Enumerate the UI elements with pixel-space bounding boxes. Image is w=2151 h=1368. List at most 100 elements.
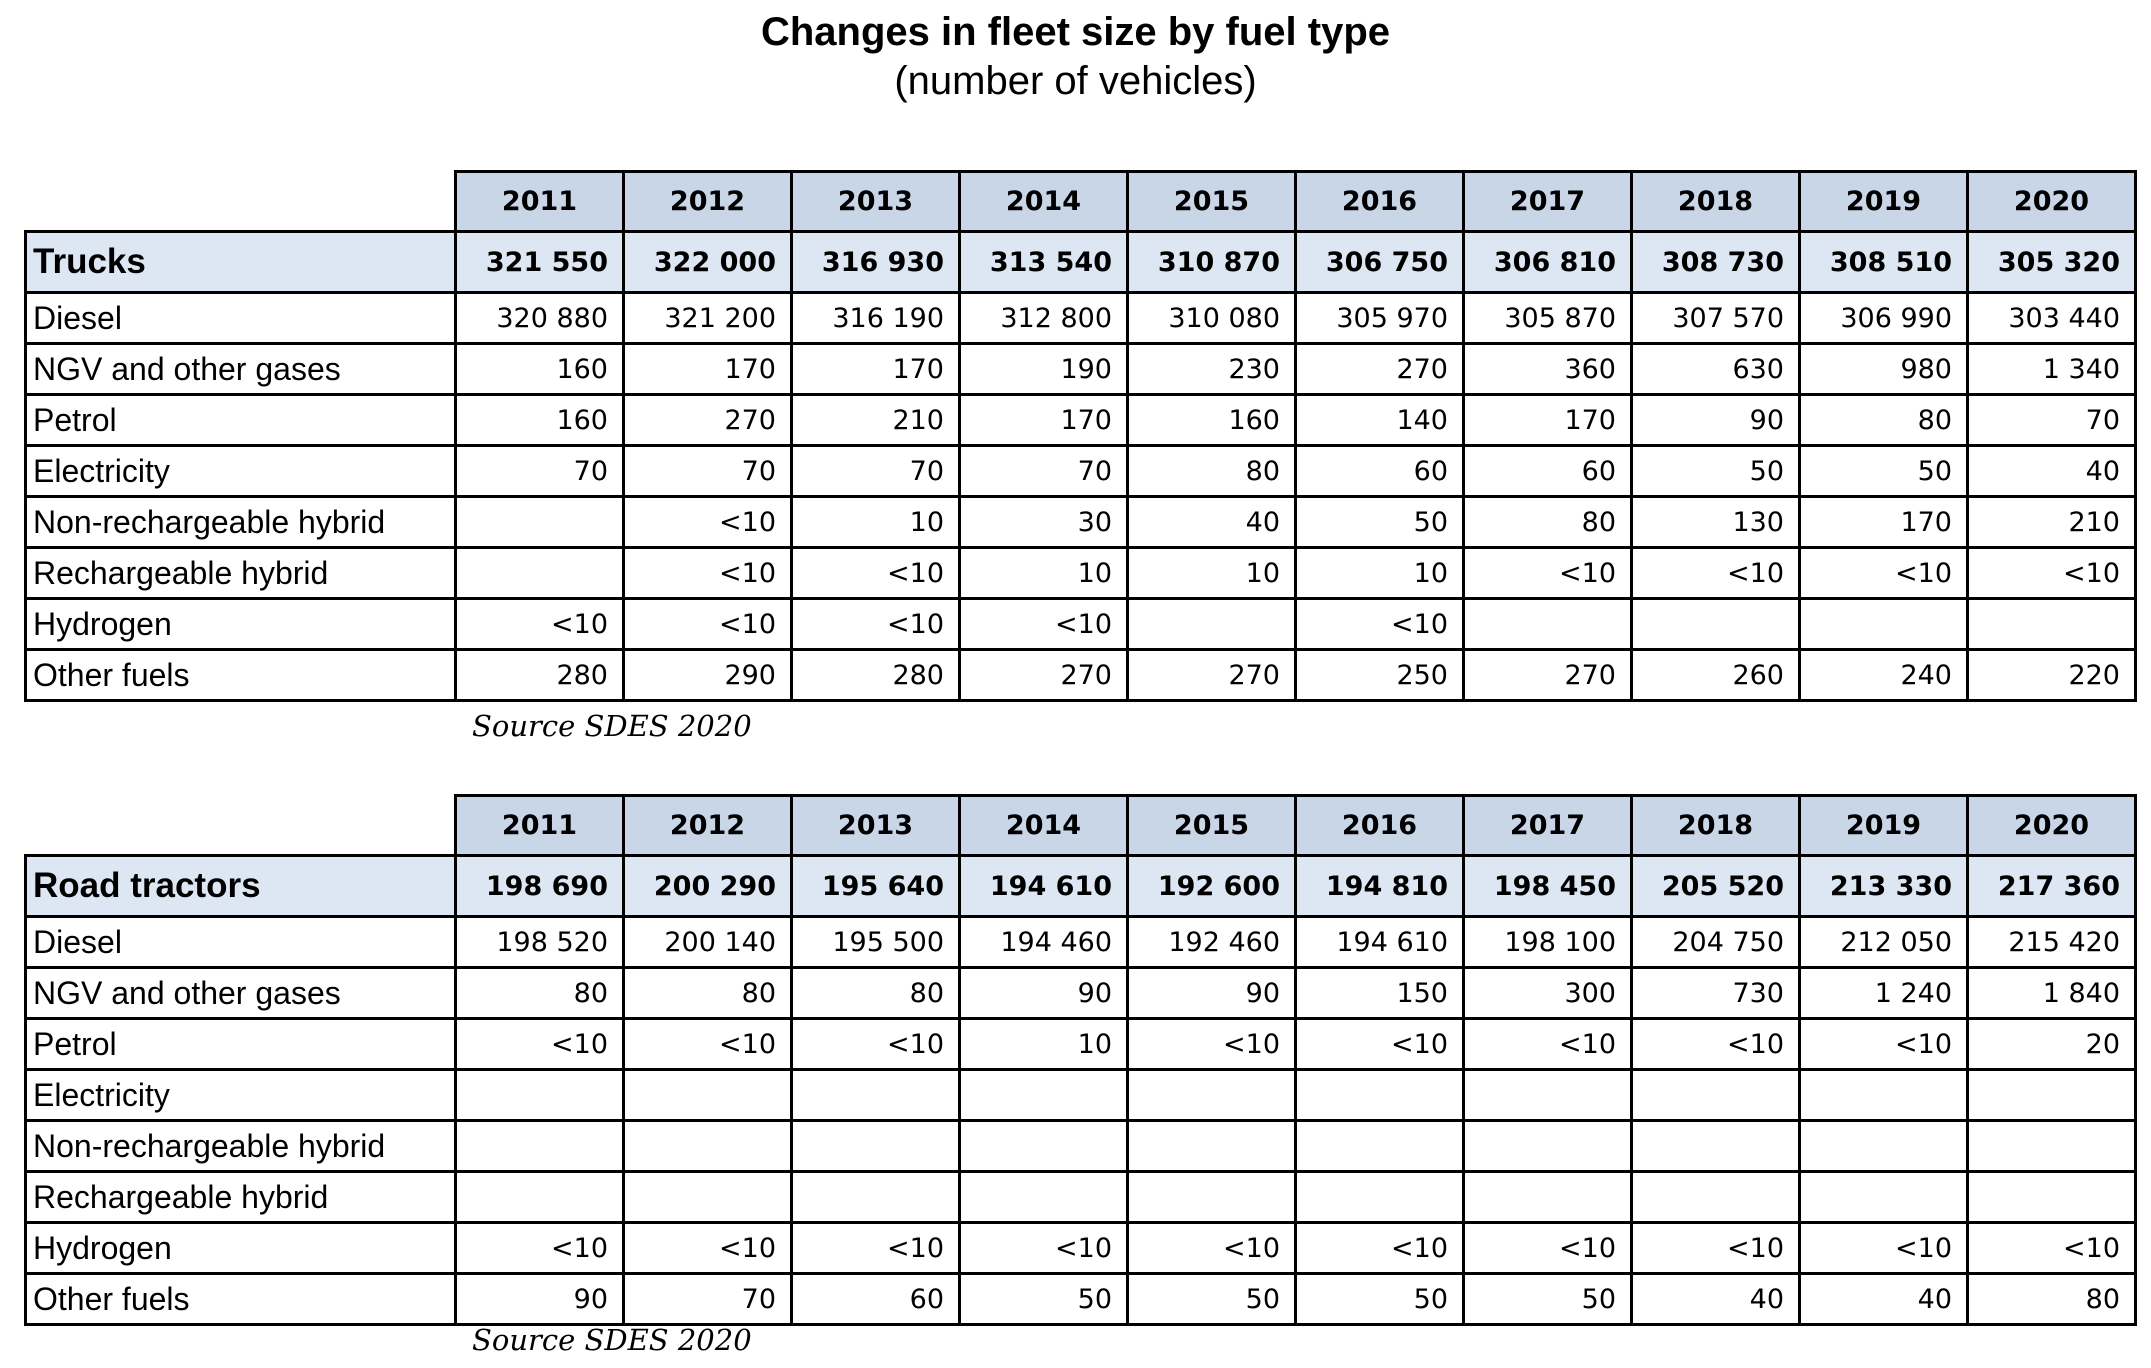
total-value: 213 330 [1798, 854, 1969, 918]
fuel-value: 30 [958, 495, 1129, 549]
fuel-label: Electricity [24, 444, 457, 498]
fuel-value: 50 [1798, 444, 1969, 498]
year-header: 2020 [1966, 170, 2137, 233]
fuel-value [1966, 1119, 2137, 1173]
fuel-value: 195 500 [790, 915, 961, 969]
fuel-value: 60 [1462, 444, 1633, 498]
fuel-label: Other fuels [24, 648, 457, 702]
fuel-value: 290 [622, 648, 793, 702]
trucks-source-note: Source SDES 2020 [472, 709, 752, 743]
fuel-value: <10 [1966, 1221, 2137, 1275]
fuel-value: 320 880 [454, 291, 625, 345]
fuel-value: <10 [1798, 546, 1969, 600]
fuel-row-non-rechargeable-hybrid: Non-rechargeable hybrid <10 10 30 40 50 80 130 1… [24, 495, 2137, 549]
fuel-value: 312 800 [958, 291, 1129, 345]
fuel-value [1294, 1170, 1465, 1224]
fuel-value: 240 [1798, 648, 1969, 702]
total-value: 200 290 [622, 854, 793, 918]
total-value: 198 690 [454, 854, 625, 918]
fuel-value: 303 440 [1966, 291, 2137, 345]
fuel-row-diesel: Diesel 320 880 321 200 316 190 312 800 310 08… [24, 291, 2137, 345]
fuel-value: <10 [622, 495, 793, 549]
fuel-label: Rechargeable hybrid [24, 1170, 457, 1224]
fuel-value [1294, 1068, 1465, 1122]
total-label: Road tractors [24, 854, 457, 918]
total-value: 313 540 [958, 230, 1129, 294]
fuel-value: 300 [1462, 966, 1633, 1020]
fuel-value [790, 1068, 961, 1122]
fuel-row-petrol: Petrol 160 270 210 170 160 140 170 90 80 70 [24, 393, 2137, 447]
total-value: 310 870 [1126, 230, 1297, 294]
fuel-value: 360 [1462, 342, 1633, 396]
fuel-value: 10 [1126, 546, 1297, 600]
fuel-value: 80 [454, 966, 625, 1020]
fuel-value [1630, 1119, 1801, 1173]
year-header: 2017 [1462, 794, 1633, 857]
fuel-value [1126, 1068, 1297, 1122]
fuel-value: 90 [1630, 393, 1801, 447]
fuel-label: Non-rechargeable hybrid [24, 1119, 457, 1173]
fuel-value: <10 [454, 1221, 625, 1275]
fuel-value: 270 [1462, 648, 1633, 702]
total-value: 321 550 [454, 230, 625, 294]
fuel-value [454, 495, 625, 549]
year-header: 2018 [1630, 794, 1801, 857]
total-value: 316 930 [790, 230, 961, 294]
fuel-value [1798, 1068, 1969, 1122]
fuel-label: Rechargeable hybrid [24, 546, 457, 600]
total-value: 195 640 [790, 854, 961, 918]
year-header: 2014 [958, 170, 1129, 233]
fuel-value [1462, 1068, 1633, 1122]
fuel-value: <10 [1126, 1017, 1297, 1071]
fuel-value: 60 [1294, 444, 1465, 498]
fuel-label: Other fuels [24, 1272, 457, 1326]
fuel-value: <10 [1630, 1017, 1801, 1071]
total-value: 306 810 [1462, 230, 1633, 294]
fuel-value: <10 [1462, 1017, 1633, 1071]
fuel-value: 70 [958, 444, 1129, 498]
fuel-label: Petrol [24, 1017, 457, 1071]
fuel-value: 1 340 [1966, 342, 2137, 396]
fuel-value: <10 [622, 1017, 793, 1071]
fuel-value: 194 610 [1294, 915, 1465, 969]
fuel-value: 630 [1630, 342, 1801, 396]
fuel-value: 90 [958, 966, 1129, 1020]
fuel-label: Electricity [24, 1068, 457, 1122]
fuel-label: Diesel [24, 915, 457, 969]
fuel-value: 160 [454, 393, 625, 447]
year-header: 2019 [1798, 794, 1969, 857]
fuel-value: 80 [1966, 1272, 2137, 1326]
fuel-value: 90 [1126, 966, 1297, 1020]
fuel-value: 1 240 [1798, 966, 1969, 1020]
total-row: Road tractors 198 690 200 290 195 640 194 61… [24, 854, 2137, 918]
fuel-value: 190 [958, 342, 1129, 396]
fuel-value: <10 [454, 597, 625, 651]
fuel-value: 250 [1294, 648, 1465, 702]
fuel-value: 70 [622, 444, 793, 498]
fuel-row-rechargeable-hybrid: Rechargeable hybrid <10 <10 10 10 10 <10 <10 <10… [24, 546, 2137, 600]
total-value: 205 520 [1630, 854, 1801, 918]
fuel-value: <10 [1630, 546, 1801, 600]
fuel-label: Non-rechargeable hybrid [24, 495, 457, 549]
fuel-row-ngv-and-other-gases: NGV and other gases 80 80 80 90 90 150 300 730 1 … [24, 966, 2137, 1020]
year-header: 2013 [790, 794, 961, 857]
fuel-value: 270 [1126, 648, 1297, 702]
fuel-value: 194 460 [958, 915, 1129, 969]
fuel-value: 170 [958, 393, 1129, 447]
year-header: 2018 [1630, 170, 1801, 233]
fuel-row-rechargeable-hybrid: Rechargeable hybrid [24, 1170, 2137, 1224]
fuel-value: 80 [1462, 495, 1633, 549]
fuel-value: 260 [1630, 648, 1801, 702]
total-value: 217 360 [1966, 854, 2137, 918]
fuel-value: 215 420 [1966, 915, 2137, 969]
fuel-row-hydrogen: Hydrogen <10 <10 <10 <10 <10 [24, 597, 2137, 651]
fuel-value: <10 [1294, 1221, 1465, 1275]
fuel-value: 20 [1966, 1017, 2137, 1071]
fuel-value [454, 546, 625, 600]
fuel-value: 50 [1630, 444, 1801, 498]
fuel-value [1630, 1068, 1801, 1122]
fuel-label: Hydrogen [24, 1221, 457, 1275]
fuel-value: <10 [1798, 1221, 1969, 1275]
fuel-value [790, 1119, 961, 1173]
fuel-value: 198 100 [1462, 915, 1633, 969]
